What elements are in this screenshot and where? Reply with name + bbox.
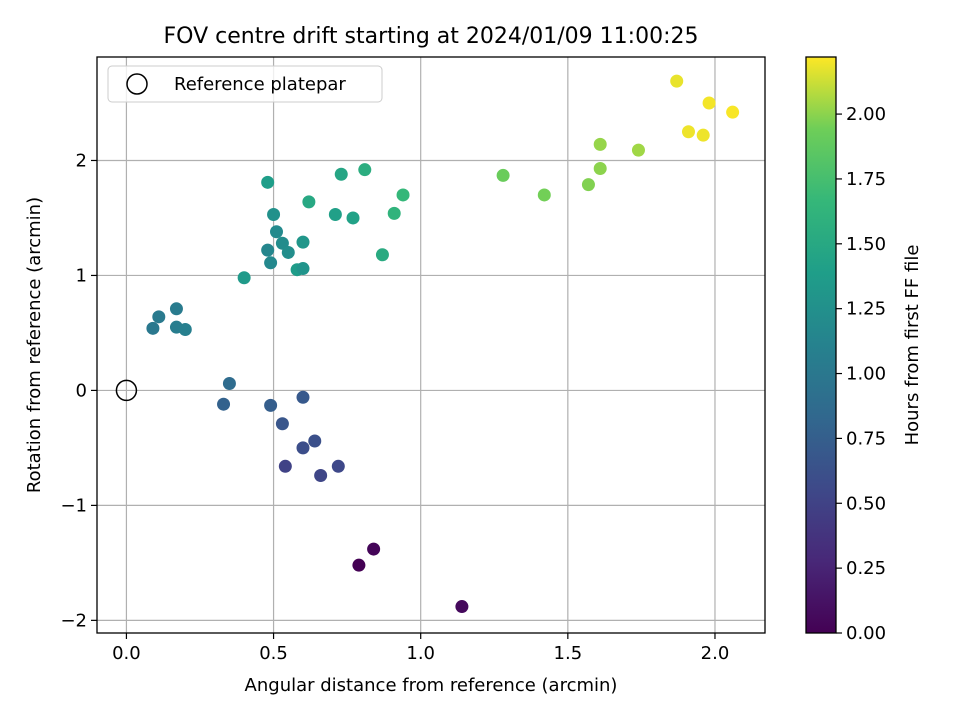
data-point bbox=[178, 322, 192, 336]
data-point bbox=[726, 105, 740, 119]
colorbar bbox=[806, 57, 836, 633]
data-point bbox=[237, 271, 251, 285]
data-point bbox=[702, 96, 716, 110]
data-point bbox=[152, 310, 166, 324]
colorbar-tick-label: 2.00 bbox=[846, 104, 886, 125]
data-point bbox=[696, 128, 710, 142]
data-point bbox=[358, 163, 372, 177]
data-point bbox=[264, 256, 278, 270]
data-point bbox=[222, 377, 236, 391]
reference-platepar-marker bbox=[115, 379, 138, 402]
data-point bbox=[346, 211, 360, 225]
data-point bbox=[261, 243, 275, 257]
data-point bbox=[375, 248, 389, 262]
y-axis-label: Rotation from reference (arcmin) bbox=[24, 197, 45, 493]
y-tick-label: 0 bbox=[76, 380, 87, 401]
legend-label: Reference platepar bbox=[174, 74, 346, 95]
data-point bbox=[670, 74, 684, 88]
colorbar-ticks: 0.00 0.25 0.50 0.75 1.00 1.25 1.50 1.75 2.00 bbox=[836, 104, 886, 644]
y-tick-label: 2 bbox=[76, 150, 87, 171]
chart-title: FOV centre drift starting at 2024/01/09 … bbox=[164, 24, 699, 49]
data-point bbox=[593, 137, 607, 151]
x-axis-ticks: 0.0 0.5 1.0 1.5 2.0 bbox=[112, 633, 729, 664]
legend-marker bbox=[126, 73, 148, 95]
x-tick-label: 2.0 bbox=[701, 643, 730, 664]
data-point bbox=[352, 558, 366, 572]
data-point bbox=[328, 208, 342, 222]
data-point bbox=[334, 167, 348, 181]
colorbar-tick-label: 0.00 bbox=[846, 623, 886, 644]
data-point bbox=[296, 235, 310, 249]
colorbar-tick-label: 0.50 bbox=[846, 493, 886, 514]
colorbar-tick-label: 0.25 bbox=[846, 558, 886, 579]
data-point bbox=[264, 398, 278, 412]
data-point bbox=[396, 188, 410, 202]
data-point bbox=[681, 125, 695, 139]
legend-box bbox=[107, 65, 383, 103]
y-tick-label: −2 bbox=[60, 610, 87, 631]
data-point bbox=[308, 434, 322, 448]
data-point bbox=[581, 178, 595, 192]
data-point bbox=[146, 321, 160, 335]
colorbar-tick-label: 1.00 bbox=[846, 364, 886, 385]
x-tick-label: 1.5 bbox=[554, 643, 583, 664]
data-point bbox=[296, 262, 310, 276]
data-point bbox=[275, 417, 289, 431]
colorbar-tick-label: 1.50 bbox=[846, 234, 886, 255]
data-point bbox=[496, 168, 510, 182]
x-axis-label: Angular distance from reference (arcmin) bbox=[245, 675, 618, 696]
x-tick-label: 1.0 bbox=[406, 643, 435, 664]
data-point bbox=[455, 600, 469, 614]
data-point bbox=[217, 397, 231, 411]
colorbar-label: Hours from first FF file bbox=[902, 245, 923, 446]
colorbar-frame bbox=[805, 56, 837, 634]
data-point bbox=[387, 206, 401, 220]
data-point bbox=[278, 459, 292, 473]
data-point bbox=[367, 542, 381, 556]
data-point bbox=[275, 236, 289, 250]
data-point bbox=[314, 468, 328, 482]
data-points bbox=[146, 74, 740, 614]
data-point bbox=[631, 143, 645, 157]
colorbar-tick-label: 0.75 bbox=[846, 428, 886, 449]
data-point bbox=[302, 195, 316, 209]
legend: Reference platepar bbox=[107, 65, 383, 103]
data-point bbox=[296, 441, 310, 455]
y-axis-ticks: −2 −1 0 1 2 bbox=[60, 150, 97, 631]
data-point bbox=[169, 302, 183, 316]
data-point bbox=[593, 162, 607, 176]
grid-lines bbox=[97, 57, 765, 633]
data-point bbox=[270, 225, 284, 239]
plot-frame bbox=[96, 56, 766, 634]
data-point bbox=[331, 459, 345, 473]
data-point bbox=[281, 245, 295, 259]
data-point bbox=[537, 188, 551, 202]
data-point bbox=[261, 175, 275, 189]
x-tick-label: 0.5 bbox=[259, 643, 288, 664]
x-tick-label: 0.0 bbox=[112, 643, 141, 664]
data-point bbox=[267, 208, 281, 222]
colorbar-tick-label: 1.25 bbox=[846, 299, 886, 320]
y-tick-label: 1 bbox=[76, 265, 87, 286]
colorbar-tick-label: 1.75 bbox=[846, 169, 886, 190]
data-point bbox=[296, 390, 310, 404]
y-tick-label: −1 bbox=[60, 495, 87, 516]
